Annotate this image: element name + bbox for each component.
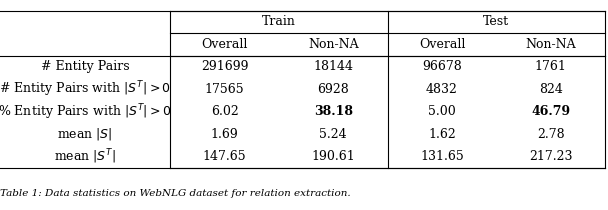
Text: 6.02: 6.02 — [211, 105, 238, 118]
Text: % Entity Pairs with $|S^T| > 0$: % Entity Pairs with $|S^T| > 0$ — [0, 102, 172, 122]
Text: 5.24: 5.24 — [319, 128, 347, 141]
Text: 1.69: 1.69 — [211, 128, 238, 141]
Text: Non-NA: Non-NA — [525, 38, 576, 51]
Text: Test: Test — [483, 15, 510, 28]
Text: 131.65: 131.65 — [420, 150, 464, 163]
Text: 147.65: 147.65 — [202, 150, 246, 163]
Text: 17565: 17565 — [205, 83, 244, 96]
Text: 4832: 4832 — [426, 83, 458, 96]
Text: 38.18: 38.18 — [314, 105, 353, 118]
Text: # Entity Pairs with $|S^T| > 0$: # Entity Pairs with $|S^T| > 0$ — [0, 79, 171, 99]
Text: 291699: 291699 — [201, 60, 248, 73]
Text: 190.61: 190.61 — [311, 150, 355, 163]
Text: mean $|S|$: mean $|S|$ — [57, 126, 113, 142]
Text: Non-NA: Non-NA — [308, 38, 359, 51]
Text: 2.78: 2.78 — [537, 128, 564, 141]
Text: Overall: Overall — [201, 38, 248, 51]
Text: Train: Train — [262, 15, 296, 28]
Text: 217.23: 217.23 — [529, 150, 572, 163]
Text: 1.62: 1.62 — [428, 128, 456, 141]
Text: 5.00: 5.00 — [428, 105, 456, 118]
Text: mean $|S^T|$: mean $|S^T|$ — [54, 147, 116, 166]
Text: 96678: 96678 — [422, 60, 462, 73]
Text: 46.79: 46.79 — [531, 105, 570, 118]
Text: 6928: 6928 — [317, 83, 349, 96]
Text: 1761: 1761 — [534, 60, 567, 73]
Text: # Entity Pairs: # Entity Pairs — [41, 60, 130, 73]
Text: 18144: 18144 — [313, 60, 353, 73]
Text: Table 1: Data statistics on WebNLG dataset for relation extraction.: Table 1: Data statistics on WebNLG datas… — [0, 189, 351, 198]
Text: 824: 824 — [539, 83, 562, 96]
Text: Overall: Overall — [419, 38, 465, 51]
